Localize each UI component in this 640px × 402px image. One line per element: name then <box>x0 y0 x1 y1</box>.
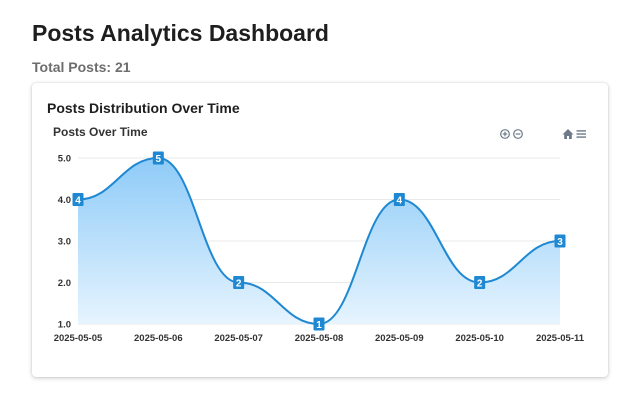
zoom-out-icon[interactable] <box>513 129 523 139</box>
data-label-box <box>72 193 84 206</box>
y-axis: 1.0 2.0 3.0 4.0 5.0 <box>58 154 71 331</box>
x-tick-label: 2025-05-10 <box>455 333 504 344</box>
total-posts-value: 21 <box>114 59 131 75</box>
data-label-box <box>313 317 325 331</box>
total-posts: Total Posts: 21 <box>32 59 131 75</box>
x-tick-label: 2025-05-08 <box>295 333 344 344</box>
x-tick-label: 2025-05-06 <box>134 333 183 344</box>
page-title: Posts Analytics Dashboard <box>32 20 329 46</box>
data-label: 2 <box>233 276 245 290</box>
data-label: 2 <box>474 276 486 290</box>
data-label: 4 <box>393 193 405 207</box>
data-label-text: 4 <box>397 196 403 207</box>
home-icon[interactable] <box>562 129 574 139</box>
y-tick-label: 3.0 <box>58 237 71 248</box>
x-tick-label: 2025-05-07 <box>214 333 263 344</box>
menu-icon[interactable] <box>576 130 587 138</box>
data-labels: 4 5 2 1 4 2 3 <box>72 151 566 331</box>
data-label-box <box>393 193 405 206</box>
zoom-in-icon[interactable] <box>500 129 510 139</box>
chart-title: Posts Over Time <box>53 125 148 139</box>
y-tick-label: 1.0 <box>58 320 71 331</box>
data-label: 4 <box>72 193 84 207</box>
data-label-text: 1 <box>316 320 322 331</box>
x-axis: 2025-05-05 2025-05-06 2025-05-07 2025-05-08… <box>54 333 585 344</box>
series-area <box>78 158 560 324</box>
chart-card: Posts Distribution Over Time Posts Over … <box>32 83 608 377</box>
data-label-text: 2 <box>236 279 242 290</box>
x-tick-label: 2025-05-05 <box>54 333 103 344</box>
card-title: Posts Distribution Over Time <box>47 100 240 116</box>
total-posts-label: Total Posts: <box>32 59 112 75</box>
data-label-text: 3 <box>557 237 563 248</box>
data-label-text: 5 <box>156 154 162 165</box>
data-label: 1 <box>313 317 325 331</box>
data-label-box <box>152 151 164 165</box>
y-tick-label: 4.0 <box>58 195 71 206</box>
data-label: 5 <box>152 151 164 165</box>
x-tick-label: 2025-05-11 <box>536 333 585 344</box>
data-label-text: 4 <box>75 196 81 207</box>
posts-chart: Posts Over Time 1.02.03.04.05.0 4521423 … <box>53 125 587 344</box>
data-label-text: 2 <box>477 279 483 290</box>
data-label-box <box>554 234 566 248</box>
data-label-box <box>474 276 486 289</box>
data-label: 3 <box>554 234 566 248</box>
data-label-box <box>233 276 245 289</box>
x-tick-label: 2025-05-09 <box>375 333 424 344</box>
y-tick-label: 2.0 <box>58 278 71 289</box>
y-tick-label: 5.0 <box>58 154 71 165</box>
